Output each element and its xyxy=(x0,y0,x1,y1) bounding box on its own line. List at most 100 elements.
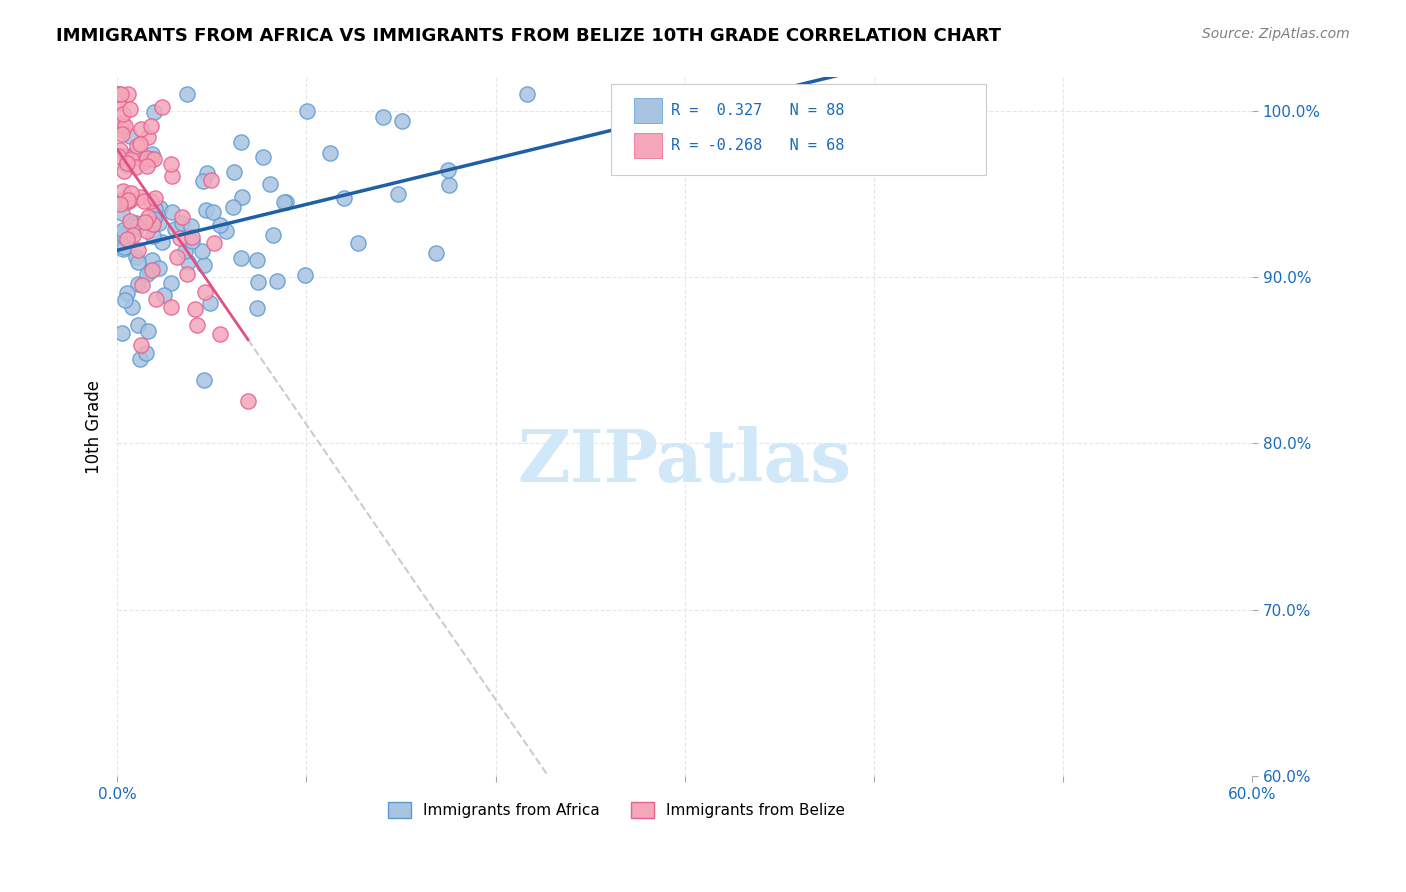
Africa xyxy=(176,87,198,101)
Africa xyxy=(193,373,215,387)
Africa xyxy=(194,202,217,217)
Belize xyxy=(142,152,165,166)
Belize xyxy=(110,118,132,132)
Africa xyxy=(124,222,146,236)
Belize xyxy=(111,116,134,130)
Belize xyxy=(141,218,163,232)
Africa xyxy=(202,204,225,219)
Africa xyxy=(193,258,215,272)
Belize xyxy=(110,87,132,101)
Belize xyxy=(115,190,138,204)
Africa xyxy=(122,217,145,231)
Africa xyxy=(110,206,132,220)
Africa xyxy=(425,246,447,260)
Africa xyxy=(134,346,156,360)
Africa xyxy=(110,226,132,240)
Africa xyxy=(112,239,135,253)
Africa xyxy=(193,174,215,188)
Belize xyxy=(129,338,152,352)
Africa xyxy=(160,204,183,219)
Belize xyxy=(120,214,142,228)
Africa xyxy=(195,166,218,180)
Belize xyxy=(131,278,153,293)
Africa xyxy=(115,285,138,300)
Africa xyxy=(516,87,538,101)
Africa xyxy=(163,221,186,235)
Belize xyxy=(150,100,173,114)
Africa xyxy=(176,254,198,268)
Africa xyxy=(114,293,136,308)
Africa xyxy=(128,351,150,366)
Africa xyxy=(125,219,148,234)
Belize xyxy=(184,301,207,316)
Africa xyxy=(266,274,288,288)
Africa xyxy=(152,287,174,301)
Africa xyxy=(297,104,319,119)
Africa xyxy=(387,186,409,201)
Africa xyxy=(259,177,281,191)
Africa xyxy=(148,216,170,230)
Belize xyxy=(169,231,191,245)
Belize xyxy=(112,164,135,178)
Africa xyxy=(127,318,149,332)
Belize xyxy=(236,394,259,409)
Belize xyxy=(186,318,208,332)
Africa xyxy=(319,145,342,160)
Africa xyxy=(141,219,163,233)
Africa xyxy=(108,235,131,250)
Africa xyxy=(138,324,160,338)
Belize xyxy=(111,128,134,142)
Africa xyxy=(136,267,159,281)
Belize xyxy=(128,190,150,204)
Africa xyxy=(120,219,142,233)
Africa xyxy=(222,165,245,179)
Africa xyxy=(181,235,204,249)
Belize xyxy=(193,285,215,300)
Africa xyxy=(121,300,143,314)
Belize xyxy=(120,194,142,208)
Africa xyxy=(263,227,285,242)
Belize xyxy=(120,186,142,200)
Africa xyxy=(333,191,356,205)
Africa xyxy=(127,277,149,292)
Belize xyxy=(136,130,159,145)
Belize xyxy=(108,197,131,211)
Africa xyxy=(112,222,135,236)
Africa xyxy=(229,136,252,150)
Africa xyxy=(141,229,163,244)
Belize xyxy=(114,120,136,134)
Belize xyxy=(134,215,156,229)
Belize xyxy=(181,230,204,244)
Belize xyxy=(141,263,163,277)
Belize xyxy=(176,267,198,281)
Africa xyxy=(122,148,145,162)
Africa xyxy=(141,253,163,268)
Belize xyxy=(134,194,156,208)
Africa xyxy=(276,195,298,210)
Africa xyxy=(108,194,131,208)
Text: R = -0.268   N = 68: R = -0.268 N = 68 xyxy=(671,138,845,153)
Africa xyxy=(170,216,193,230)
Belize xyxy=(120,152,142,166)
Belize xyxy=(172,211,194,225)
Legend: Immigrants from Africa, Immigrants from Belize: Immigrants from Africa, Immigrants from … xyxy=(382,797,851,824)
Belize xyxy=(145,191,167,205)
Belize xyxy=(136,210,159,224)
Belize xyxy=(200,172,222,186)
Belize xyxy=(122,227,145,242)
Belize xyxy=(160,157,183,171)
FancyBboxPatch shape xyxy=(612,85,986,175)
Belize xyxy=(115,232,138,246)
Africa xyxy=(191,244,214,258)
Africa xyxy=(174,244,197,258)
Belize xyxy=(139,194,162,208)
Belize xyxy=(125,161,148,175)
Africa xyxy=(436,163,458,178)
Belize xyxy=(107,87,129,101)
Text: ZIPatlas: ZIPatlas xyxy=(517,426,852,497)
Bar xyxy=(634,133,662,158)
Belize xyxy=(107,149,129,163)
Text: IMMIGRANTS FROM AFRICA VS IMMIGRANTS FROM BELIZE 10TH GRADE CORRELATION CHART: IMMIGRANTS FROM AFRICA VS IMMIGRANTS FRO… xyxy=(56,27,1001,45)
Belize xyxy=(111,123,134,137)
Belize xyxy=(118,102,141,116)
